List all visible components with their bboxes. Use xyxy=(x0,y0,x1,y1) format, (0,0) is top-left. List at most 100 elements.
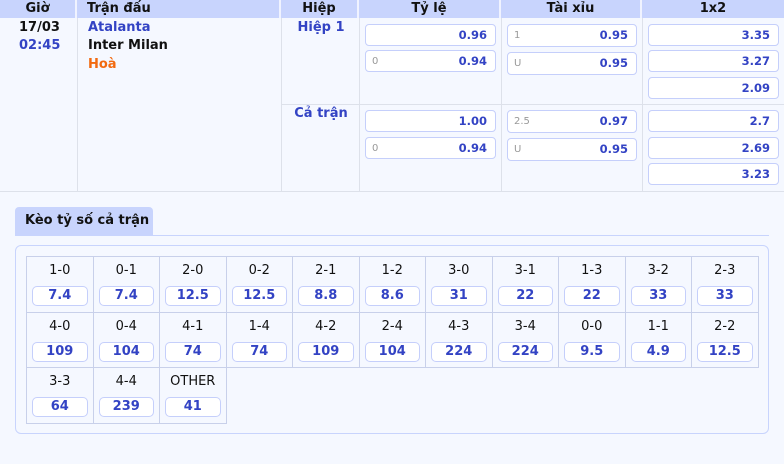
score-label: 3-4 xyxy=(514,318,536,334)
header-overunder: Tài xỉu xyxy=(501,0,642,18)
1x2-odd[interactable]: 3.35 xyxy=(648,24,779,46)
score-label: 1-2 xyxy=(381,263,403,278)
score-label: 3-1 xyxy=(514,263,536,278)
1x2-odd[interactable]: 3.23 xyxy=(648,163,779,185)
handicap-odd[interactable]: 0.96 xyxy=(365,24,496,46)
odd-value: 3.27 xyxy=(741,54,770,68)
tab-underline xyxy=(15,235,769,236)
score-label: 3-0 xyxy=(448,263,470,278)
score-label: 4-1 xyxy=(182,318,204,334)
score-label: 4-3 xyxy=(448,318,470,334)
score-odd-button[interactable]: 239 xyxy=(98,397,154,417)
odd-value: 2.09 xyxy=(741,81,770,95)
score-odd-button[interactable]: 12.5 xyxy=(231,286,287,306)
score-cell: 3-4 224 xyxy=(492,312,559,368)
score-label: 2-2 xyxy=(714,318,736,334)
score-odd-button[interactable]: 8.8 xyxy=(298,286,354,306)
score-cell: 2-4 104 xyxy=(359,312,426,368)
score-odd-button[interactable]: 7.4 xyxy=(98,286,154,306)
score-label: 3-2 xyxy=(647,263,669,278)
handicap-odd[interactable]: 0 0.94 xyxy=(365,137,496,159)
score-odd-button[interactable]: 12.5 xyxy=(165,286,221,306)
odd-value: 0.94 xyxy=(458,141,487,155)
odd-value: 0.96 xyxy=(458,28,487,42)
match-date: 17/03 xyxy=(19,20,60,35)
overunder-line: 1 xyxy=(514,30,521,41)
1x2-odd[interactable]: 2.09 xyxy=(648,77,779,99)
score-cell: 4-0 109 xyxy=(27,312,94,368)
1x2-odd[interactable]: 3.27 xyxy=(648,50,779,72)
period-label: Hiệp 1 xyxy=(297,20,345,35)
score-label: 1-0 xyxy=(49,263,71,278)
score-label: 2-1 xyxy=(315,263,337,278)
score-label: 4-4 xyxy=(115,374,137,389)
away-team[interactable]: Inter Milan xyxy=(88,38,168,53)
score-odd-button[interactable]: 224 xyxy=(497,341,553,362)
draw-label: Hoà xyxy=(88,57,117,72)
score-cell: 4-4 239 xyxy=(93,368,160,424)
handicap-odd[interactable]: 1.00 xyxy=(365,110,496,132)
score-cell: 1-2 8.6 xyxy=(359,257,426,313)
score-cell: 3-0 31 xyxy=(426,257,493,313)
score-cell: 1-4 74 xyxy=(226,312,293,368)
score-cell: 2-0 12.5 xyxy=(160,257,227,313)
score-cell: 3-3 64 xyxy=(27,368,94,424)
tab-correct-score[interactable]: Kèo tỷ số cả trận xyxy=(15,207,153,235)
score-cell: 4-1 74 xyxy=(160,312,227,368)
score-odd-button[interactable]: 74 xyxy=(165,341,221,362)
score-odd-button[interactable]: 104 xyxy=(364,341,420,362)
score-odd-button[interactable]: 74 xyxy=(231,341,287,362)
score-odd-button[interactable]: 109 xyxy=(298,341,354,362)
home-team[interactable]: Atalanta xyxy=(88,20,151,35)
score-cell: 0-0 9.5 xyxy=(559,312,626,368)
score-odd-button[interactable]: 41 xyxy=(165,397,221,417)
overunder-odd[interactable]: U 0.95 xyxy=(507,52,637,75)
row-divider xyxy=(0,191,784,192)
score-odd-button[interactable]: 4.9 xyxy=(630,341,686,362)
score-odd-button[interactable]: 8.6 xyxy=(364,286,420,306)
score-odd-button[interactable]: 22 xyxy=(564,286,620,306)
score-label: 0-4 xyxy=(115,318,137,334)
header-half: Hiệp xyxy=(281,0,359,18)
odd-value: 0.95 xyxy=(599,56,628,70)
score-cell: 1-3 22 xyxy=(559,257,626,313)
1x2-odd[interactable]: 2.69 xyxy=(648,137,779,159)
score-label: 2-4 xyxy=(381,318,403,334)
handicap-odd[interactable]: 0 0.94 xyxy=(365,50,496,72)
score-odd-button[interactable]: 64 xyxy=(32,397,88,417)
handicap-line: 0 xyxy=(372,56,379,67)
overunder-odd[interactable]: U 0.95 xyxy=(507,138,637,161)
period-label: Cả trận xyxy=(294,106,348,121)
score-cell: 1-1 4.9 xyxy=(625,312,692,368)
odd-value: 0.95 xyxy=(599,142,628,156)
odd-value: 3.23 xyxy=(741,167,770,181)
overunder-odd[interactable]: 2.5 0.97 xyxy=(507,110,637,133)
score-label: 2-0 xyxy=(182,263,204,278)
1x2-odd[interactable]: 2.7 xyxy=(648,110,779,132)
score-odd-button[interactable]: 104 xyxy=(98,341,154,362)
score-cell: 4-3 224 xyxy=(426,312,493,368)
odd-value: 0.95 xyxy=(599,28,628,42)
score-odd-button[interactable]: 33 xyxy=(630,286,686,306)
score-odd-button[interactable]: 22 xyxy=(497,286,553,306)
score-odd-button[interactable]: 12.5 xyxy=(697,341,753,362)
score-cell: OTHER 41 xyxy=(160,368,227,424)
score-label: 0-0 xyxy=(581,318,603,334)
score-odd-button[interactable]: 9.5 xyxy=(564,341,620,362)
overunder-odd[interactable]: 1 0.95 xyxy=(507,24,637,47)
odd-value: 1.00 xyxy=(458,114,487,128)
overunder-line: U xyxy=(514,58,522,69)
score-label: 1-3 xyxy=(581,263,603,278)
score-odd-button[interactable]: 224 xyxy=(431,341,487,362)
score-odd-button[interactable]: 7.4 xyxy=(32,286,88,306)
header-handicap: Tỷ lệ xyxy=(359,0,501,18)
score-cell: 2-1 8.8 xyxy=(293,257,360,313)
match-time: 02:45 xyxy=(19,38,61,53)
row-divider xyxy=(282,104,784,105)
table-header: Giờ Trận đấu Hiệp Tỷ lệ Tài xỉu 1x2 xyxy=(0,0,784,18)
header-1x2: 1x2 xyxy=(699,1,727,16)
score-cell: 2-3 33 xyxy=(692,257,759,313)
score-odd-button[interactable]: 31 xyxy=(431,286,487,306)
score-odd-button[interactable]: 109 xyxy=(32,341,88,362)
score-odd-button[interactable]: 33 xyxy=(697,286,753,306)
